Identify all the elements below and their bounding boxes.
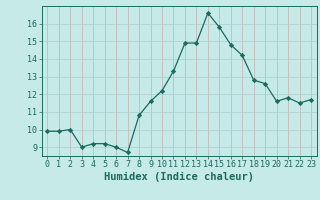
X-axis label: Humidex (Indice chaleur): Humidex (Indice chaleur)	[104, 172, 254, 182]
